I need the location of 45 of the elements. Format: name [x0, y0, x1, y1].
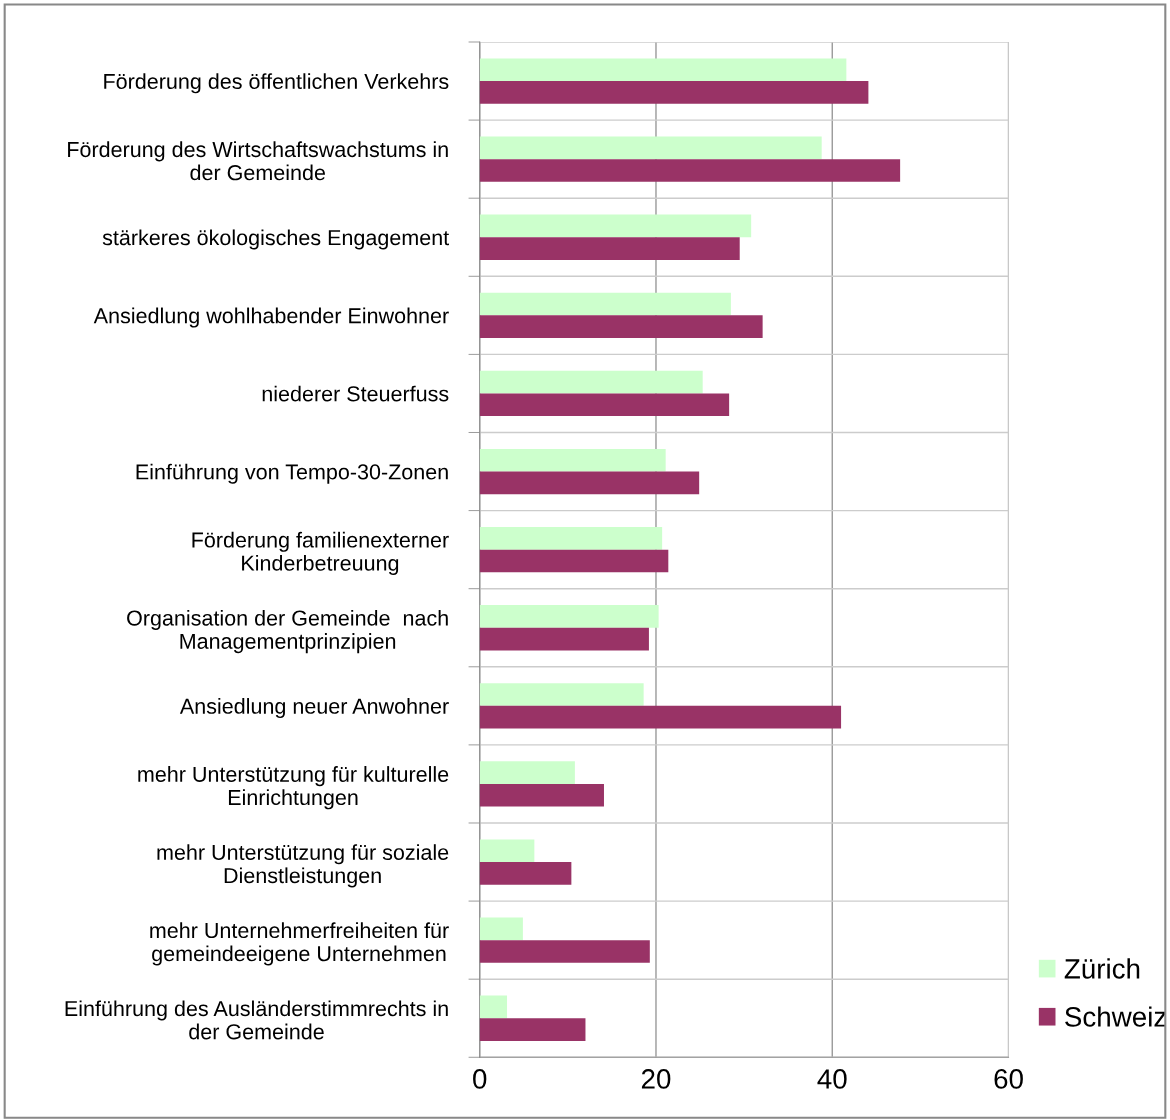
y-tick-label: Organisation der Gemeinde nach Managementprinzipien: [127, 609, 448, 654]
y-tick-label: mehr Unternehmerfreiheiten für gemeindeeigene Unternehmen: [150, 922, 449, 966]
bar: [479, 627, 649, 651]
x-tick-label: 40: [817, 1069, 847, 1089]
bar: [479, 393, 730, 417]
bar: [479, 995, 508, 1019]
y-tick-label: mehr Unterstützung für soziale Dienstleistungen: [157, 844, 449, 888]
y-tick-label: Förderung des öffentlichen Verkehrs: [104, 73, 449, 94]
bar: [479, 526, 663, 550]
bar: [479, 940, 650, 963]
y-tick-label: stärkeres ökologisches Engagement: [102, 229, 450, 250]
y-tick-label: Ansiedlung neuer Anwohner: [179, 698, 449, 719]
bar: [479, 159, 901, 182]
bar: [479, 448, 666, 472]
x-tick-label: 60: [994, 1069, 1023, 1089]
legend-label: Zürich: [1064, 958, 1140, 979]
bar: [479, 1018, 586, 1041]
bar: [479, 58, 847, 82]
bar: [479, 683, 644, 706]
bar: [479, 214, 752, 238]
legend-label: Schweiz: [1065, 1006, 1166, 1027]
bar: [479, 761, 575, 784]
bar: [479, 862, 572, 885]
y-tick-label: Förderung des Wirtschaftswachstums in der Gemeinde: [68, 141, 448, 181]
bar: [479, 917, 523, 941]
y-tick-label: Förderung familienexterner Kinderbetreuung: [192, 531, 449, 576]
bar: [479, 237, 740, 260]
bar: [479, 136, 822, 160]
bar: [479, 370, 703, 394]
y-tick-label: niederer Steuerfuss: [262, 385, 449, 402]
y-tick-label: Einführung des Ausländerstimmrechts in der Gemeinde: [65, 1000, 448, 1040]
y-tick-label: Ansiedlung wohlhabender Einwohner: [93, 307, 449, 328]
bar: [479, 549, 669, 573]
bar: [479, 839, 535, 863]
bar: [479, 315, 763, 338]
bar: [479, 292, 731, 316]
x-tick-label: 20: [641, 1069, 671, 1089]
bar: [479, 783, 604, 807]
x-tick-label: 0: [473, 1069, 487, 1089]
bar: [479, 705, 842, 729]
y-tick-label: mehr Unterstützung für kulturelle Einrichtungen: [138, 766, 449, 810]
y-tick-label: Einführung von Tempo-30-Zonen: [136, 463, 448, 484]
bar: [479, 471, 700, 495]
bar: [479, 605, 659, 628]
bar: [479, 81, 869, 104]
